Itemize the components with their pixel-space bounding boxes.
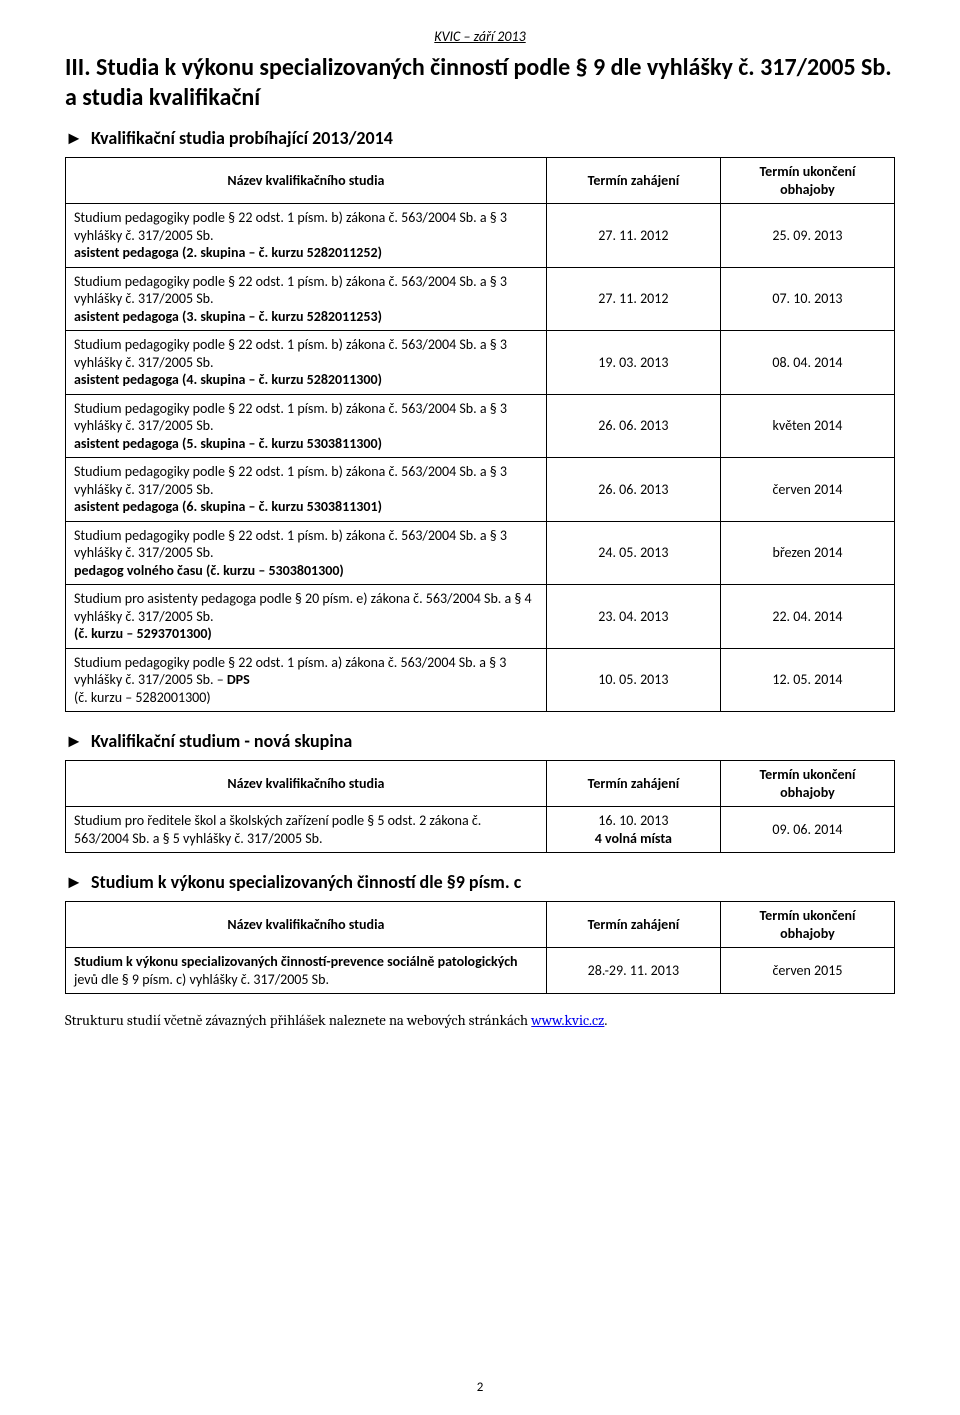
study-name-plain: Studium pedagogiky podle § 22 odst. 1 pí… <box>74 527 507 562</box>
col-header-end: Termín ukončení obhajoby <box>720 902 894 948</box>
table-header-row: Název kvalifikačního studia Termín zaháj… <box>66 761 895 807</box>
col-header-end: Termín ukončení obhajoby <box>720 158 894 204</box>
study-name: Studium pedagogiky podle § 22 odst. 1 pí… <box>66 648 547 712</box>
table-row: Studium pro asistenty pedagoga podle § 2… <box>66 585 895 649</box>
section3-table: Název kvalifikačního studia Termín zaháj… <box>65 901 895 994</box>
col-header-start: Termín zahájení <box>546 761 720 807</box>
end-date: 09. 06. 2014 <box>720 807 894 853</box>
section2-heading: ►Kvalifikační studium - nová skupina <box>65 730 895 752</box>
study-name-lead: Studium pedagogiky podle § 22 odst. 1 pí… <box>74 654 506 689</box>
col-header-name: Název kvalifikačního studia <box>66 902 547 948</box>
study-name: Studium pedagogiky podle § 22 odst. 1 pí… <box>66 521 547 585</box>
start-date: 24. 05. 2013 <box>546 521 720 585</box>
study-name-plain: Studium pedagogiky podle § 22 odst. 1 pí… <box>74 273 507 308</box>
study-name-plain: Studium pedagogiky podle § 22 odst. 1 pí… <box>74 209 507 244</box>
section1-heading-text: Kvalifikační studia probíhající 2013/201… <box>91 127 393 149</box>
section1-table: Název kvalifikačního studia Termín zaháj… <box>65 157 895 712</box>
col-header-end-line1: Termín ukončení <box>759 907 855 924</box>
end-date: 25. 09. 2013 <box>720 204 894 268</box>
doc-header: KVIC – září 2013 <box>65 28 895 45</box>
end-date: 07. 10. 2013 <box>720 267 894 331</box>
page-number: 2 <box>0 1380 960 1395</box>
study-name: Studium pedagogiky podle § 22 odst. 1 pí… <box>66 458 547 522</box>
study-name-bold: asistent pedagoga (5. skupina – č. kurzu… <box>74 435 382 452</box>
study-name: Studium pedagogiky podle § 22 odst. 1 pí… <box>66 267 547 331</box>
start-date: 26. 06. 2013 <box>546 458 720 522</box>
end-date: 08. 04. 2014 <box>720 331 894 395</box>
start-date: 10. 05. 2013 <box>546 648 720 712</box>
study-name-bold-lead: Studium k výkonu specializovaných činnos… <box>74 953 518 970</box>
end-date: červen 2015 <box>720 948 894 994</box>
start-date: 19. 03. 2013 <box>546 331 720 395</box>
end-date: březen 2014 <box>720 521 894 585</box>
table-row: Studium pedagogiky podle § 22 odst. 1 pí… <box>66 204 895 268</box>
study-name-bold: asistent pedagoga (3. skupina – č. kurzu… <box>74 308 382 325</box>
study-name-plain: Studium pedagogiky podle § 22 odst. 1 pí… <box>74 336 507 371</box>
study-name: Studium pro ředitele škol a školských za… <box>66 807 547 853</box>
start-date: 23. 04. 2013 <box>546 585 720 649</box>
section3-heading: ►Studium k výkonu specializovaných činno… <box>65 871 895 893</box>
triangle-marker-icon: ► <box>65 871 91 893</box>
col-header-name: Název kvalifikačního studia <box>66 158 547 204</box>
footer-link[interactable]: www.kvic.cz <box>531 1012 604 1029</box>
end-date: 12. 05. 2014 <box>720 648 894 712</box>
table-row: Studium pedagogiky podle § 22 odst. 1 pí… <box>66 458 895 522</box>
col-header-end-line1: Termín ukončení <box>759 163 855 180</box>
col-header-name: Název kvalifikačního studia <box>66 761 547 807</box>
table-row: Studium pedagogiky podle § 22 odst. 1 pí… <box>66 521 895 585</box>
study-name-bold: (č. kurzu – 5293701300) <box>74 625 212 642</box>
study-name-plain: Studium pedagogiky podle § 22 odst. 1 pí… <box>74 400 507 435</box>
page: KVIC – září 2013 III. Studia k výkonu sp… <box>0 0 960 1415</box>
study-name-inline-bold: DPS <box>227 671 250 688</box>
section2-heading-text: Kvalifikační studium - nová skupina <box>91 730 352 752</box>
footer-note: Strukturu studií včetně závazných přihlá… <box>65 1012 895 1029</box>
table-row: Studium pedagogiky podle § 22 odst. 1 pí… <box>66 267 895 331</box>
section2-table: Název kvalifikačního studia Termín zaháj… <box>65 760 895 853</box>
page-title: III. Studia k výkonu specializovaných či… <box>65 53 895 113</box>
study-name-plain: Studium pedagogiky podle § 22 odst. 1 pí… <box>74 463 507 498</box>
col-header-end-line2: obhajoby <box>780 925 835 942</box>
col-header-end-line2: obhajoby <box>780 784 835 801</box>
study-name: Studium pro asistenty pedagoga podle § 2… <box>66 585 547 649</box>
study-name: Studium k výkonu specializovaných činnos… <box>66 948 547 994</box>
study-name-bold: asistent pedagoga (2. skupina – č. kurzu… <box>74 244 382 261</box>
triangle-marker-icon: ► <box>65 730 91 752</box>
table-row: Studium pro ředitele škol a školských za… <box>66 807 895 853</box>
study-name-plain-trail: jevů dle § 9 písm. c) vyhlášky č. 317/20… <box>74 971 329 988</box>
col-header-end-line1: Termín ukončení <box>759 766 855 783</box>
start-date: 27. 11. 2012 <box>546 204 720 268</box>
study-name: Studium pedagogiky podle § 22 odst. 1 pí… <box>66 204 547 268</box>
section3-heading-text: Studium k výkonu specializovaných činnos… <box>91 871 521 893</box>
study-name-trail: (č. kurzu – 5282001300) <box>74 689 211 706</box>
study-name-bold: pedagog volného času (č. kurzu – 5303801… <box>74 562 344 579</box>
study-name: Studium pedagogiky podle § 22 odst. 1 pí… <box>66 394 547 458</box>
col-header-start: Termín zahájení <box>546 158 720 204</box>
study-name-bold: asistent pedagoga (4. skupina – č. kurzu… <box>74 371 382 388</box>
start-date: 26. 06. 2013 <box>546 394 720 458</box>
col-header-end: Termín ukončení obhajoby <box>720 761 894 807</box>
col-header-start: Termín zahájení <box>546 902 720 948</box>
start-date: 27. 11. 2012 <box>546 267 720 331</box>
study-name-plain: Studium pro asistenty pedagoga podle § 2… <box>74 590 532 625</box>
table-row: Studium pedagogiky podle § 22 odst. 1 pí… <box>66 648 895 712</box>
end-date: květen 2014 <box>720 394 894 458</box>
table-row: Studium k výkonu specializovaných činnos… <box>66 948 895 994</box>
footer-note-pre: Strukturu studií včetně závazných přihlá… <box>65 1012 531 1029</box>
table-header-row: Název kvalifikačního studia Termín zaháj… <box>66 158 895 204</box>
col-header-end-line2: obhajoby <box>780 181 835 198</box>
start-date-line2: 4 volná místa <box>595 830 672 847</box>
table-row: Studium pedagogiky podle § 22 odst. 1 pí… <box>66 394 895 458</box>
study-name-bold: asistent pedagoga (6. skupina – č. kurzu… <box>74 498 382 515</box>
triangle-marker-icon: ► <box>65 127 91 149</box>
study-name: Studium pedagogiky podle § 22 odst. 1 pí… <box>66 331 547 395</box>
footer-note-post: . <box>604 1012 607 1029</box>
end-date: červen 2014 <box>720 458 894 522</box>
section1-heading: ►Kvalifikační studia probíhající 2013/20… <box>65 127 895 149</box>
start-date: 28.-29. 11. 2013 <box>546 948 720 994</box>
end-date: 22. 04. 2014 <box>720 585 894 649</box>
start-date: 16. 10. 2013 4 volná místa <box>546 807 720 853</box>
table-row: Studium pedagogiky podle § 22 odst. 1 pí… <box>66 331 895 395</box>
start-date-line1: 16. 10. 2013 <box>598 812 668 829</box>
table-header-row: Název kvalifikačního studia Termín zaháj… <box>66 902 895 948</box>
